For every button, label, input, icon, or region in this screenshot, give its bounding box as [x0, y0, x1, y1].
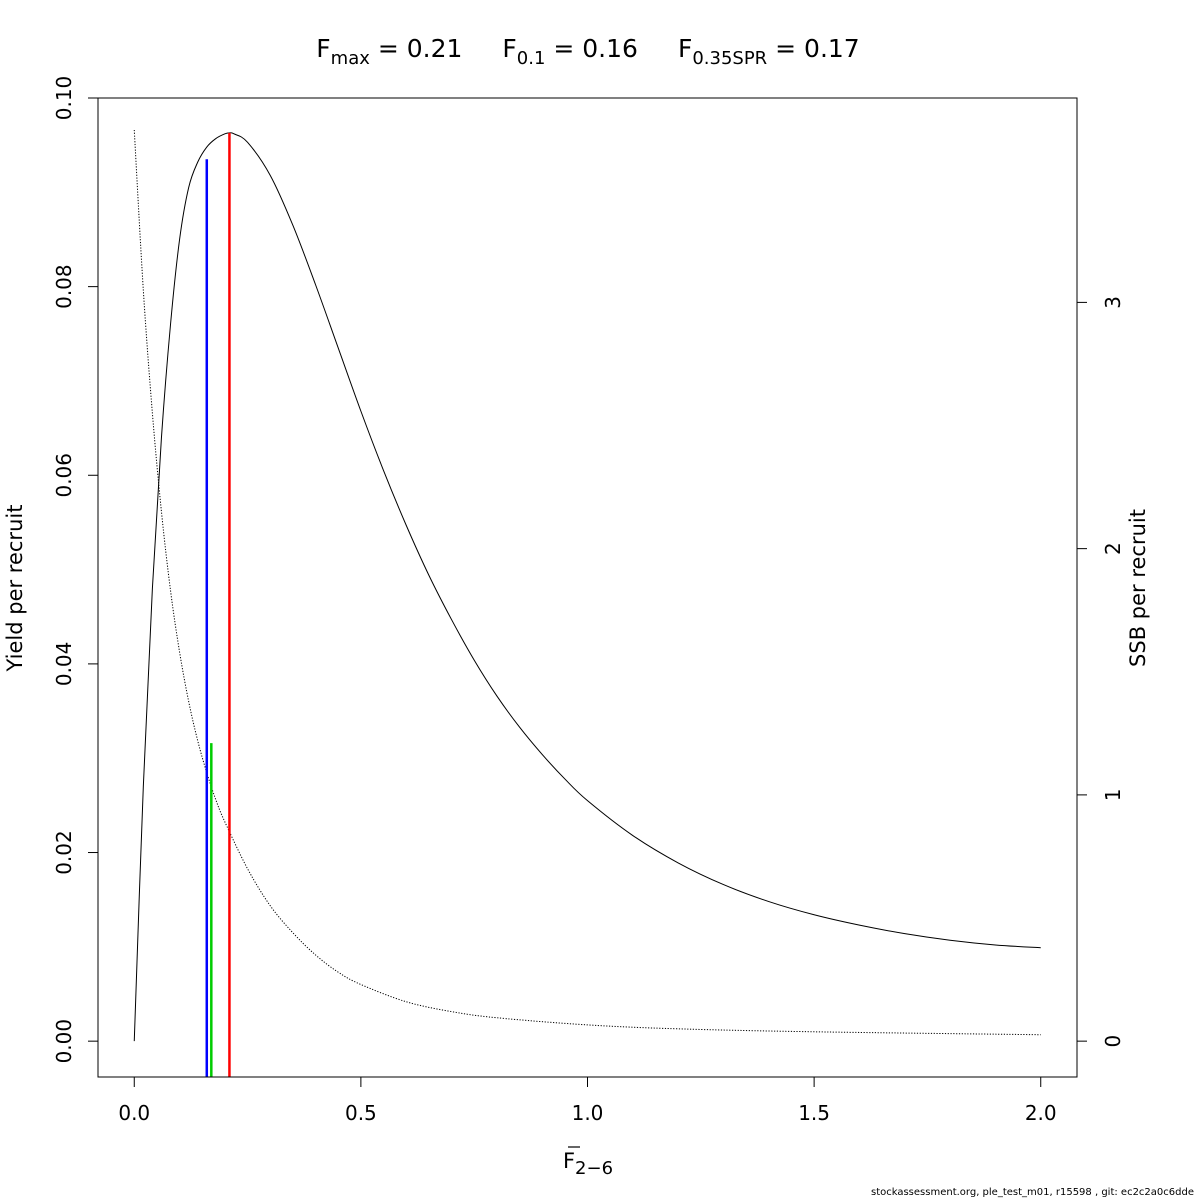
title-value: = 0.17 [767, 34, 860, 63]
y-left-tick-label: 0.10 [52, 76, 76, 121]
y-right-tick-label: 2 [1101, 542, 1125, 555]
x-axis-label-subscript: 2−6 [575, 1158, 613, 1179]
title-subscript: 0.35SPR [692, 48, 767, 69]
y-left-tick-label: 0.06 [52, 453, 76, 498]
y-right-tick-label: 1 [1101, 789, 1125, 802]
x-tick-label: 1.5 [798, 1101, 830, 1125]
title-value: = 0.21 [370, 34, 463, 63]
y-right-tick-label: 0 [1101, 1035, 1125, 1048]
axes: 0.0 0.5 1.0 1.5 2.0 0.00 0.02 0.04 0.06 0.08 0.10 0… [52, 76, 1125, 1125]
ssb-per-recruit-line [133, 129, 1041, 1036]
title-subscript: 0.1 [517, 48, 546, 69]
y-left-tick-label: 0.02 [52, 830, 76, 875]
y-axis-right-label: SSB per recruit [1126, 509, 1150, 667]
x-axis-label-symbol: F [563, 1149, 575, 1173]
y-right-tick-label: 3 [1101, 296, 1125, 309]
x-axis-label-text: F2−6 [563, 1149, 613, 1179]
x-tick-label: 1.0 [572, 1101, 604, 1125]
chart-title: Fmax = 0.21 F0.1 = 0.16 F0.35SPR = 0.17 [316, 34, 859, 69]
title-symbol: F [316, 34, 330, 63]
title-symbol: F [678, 34, 692, 63]
title-symbol: F [502, 34, 516, 63]
y-left-tick-label: 0.08 [52, 264, 76, 309]
title-text: Fmax = 0.21 F0.1 = 0.16 F0.35SPR = 0.17 [316, 34, 859, 69]
yield-per-recruit-line [133, 132, 1041, 1042]
y-axis-left-label: Yield per recruit [3, 505, 27, 673]
x-tick-label: 0.0 [118, 1101, 150, 1125]
plot-frame [97, 97, 1078, 1078]
footer-credit: stockassessment.org, ple_test_m01, r1559… [870, 1187, 1194, 1198]
x-tick-label: 0.5 [345, 1101, 377, 1125]
title-subscript: max [331, 48, 371, 69]
x-axis-label: F2−6 [563, 1146, 613, 1179]
x-tick-label: 2.0 [1025, 1101, 1057, 1125]
y-left-tick-label: 0.04 [52, 642, 76, 687]
plot-area [133, 129, 1041, 1077]
title-value: = 0.16 [545, 34, 638, 63]
y-left-tick-label: 0.00 [52, 1019, 76, 1064]
